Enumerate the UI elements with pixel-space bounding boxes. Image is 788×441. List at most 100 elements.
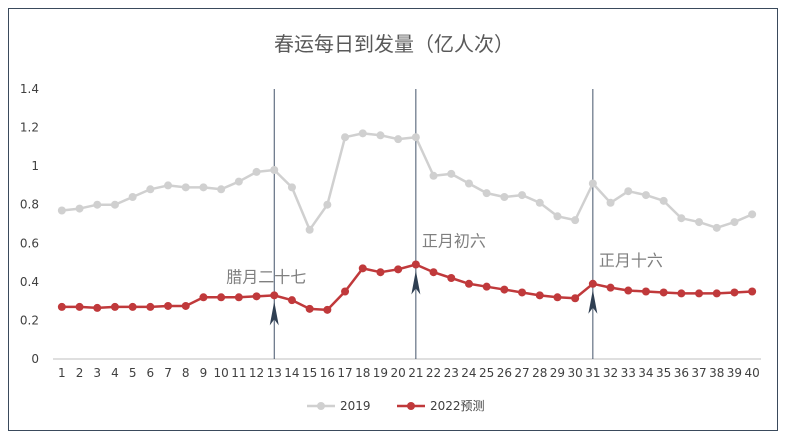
x-tick-label: 26 xyxy=(497,366,512,380)
data-point xyxy=(394,135,403,144)
data-point xyxy=(270,291,279,300)
data-point xyxy=(341,133,350,142)
data-point xyxy=(571,216,580,225)
axes: 00.20.40.60.811.21.41 2 3 4 5 6 7 8 9 10 11 12 13 14 1… xyxy=(20,82,761,380)
data-point xyxy=(606,198,615,207)
data-point xyxy=(411,260,420,269)
chart-frame: 春运每日到发量（亿人次） 0 0.2 0.4 0.6 0.8 1 1.2 1.4 1 2 3 4 5 6 7… xyxy=(8,8,778,431)
data-point xyxy=(500,285,509,294)
data-point xyxy=(75,204,84,213)
x-tick-label: 7 xyxy=(164,366,172,380)
x-tick-label: 32 xyxy=(603,366,618,380)
data-point xyxy=(659,196,668,205)
y-tick-label: 0.8 xyxy=(20,198,39,212)
data-point xyxy=(411,133,420,142)
x-tick-label: 36 xyxy=(674,366,689,380)
x-tick-label: 31 xyxy=(585,366,600,380)
series-line xyxy=(61,263,753,312)
data-point xyxy=(164,181,173,190)
data-point xyxy=(199,293,208,302)
legend-label: 2022预测 xyxy=(430,399,485,413)
data-point xyxy=(641,191,650,200)
data-point xyxy=(429,171,438,180)
data-point xyxy=(394,265,403,274)
data-point xyxy=(482,282,491,291)
chart-title: 春运每日到发量（亿人次） xyxy=(274,32,514,56)
data-point xyxy=(57,206,66,215)
data-point xyxy=(128,193,137,201)
data-point xyxy=(305,225,314,234)
data-point xyxy=(93,303,102,312)
data-point xyxy=(376,268,385,277)
x-tick-label: 22 xyxy=(426,366,441,380)
annotation-lines xyxy=(273,89,594,359)
y-tick-label: 0 xyxy=(31,352,39,366)
x-tick-label: 2 xyxy=(76,366,84,380)
data-point xyxy=(588,279,597,288)
x-tick-label: 13 xyxy=(267,366,282,380)
data-point xyxy=(553,293,562,302)
data-point xyxy=(641,287,650,296)
legend-label: 2019 xyxy=(340,399,371,413)
data-point xyxy=(518,191,527,200)
x-tick-label: 1 xyxy=(58,366,66,380)
data-point xyxy=(447,274,456,282)
data-point xyxy=(110,302,119,311)
x-tick-label: 24 xyxy=(461,366,476,380)
data-point xyxy=(146,185,155,194)
data-point xyxy=(588,179,597,188)
x-tick-label: 21 xyxy=(408,366,423,380)
annotation-label: 腊月二十七 xyxy=(226,267,306,286)
data-point xyxy=(447,169,456,178)
x-tick-label: 10 xyxy=(214,366,229,380)
x-tick-label: 14 xyxy=(284,366,299,380)
data-point xyxy=(695,218,704,227)
annotation-arrow xyxy=(269,301,279,326)
data-point xyxy=(712,223,721,232)
annotation-arrow xyxy=(588,289,598,314)
data-point xyxy=(252,292,261,301)
x-tick-label: 33 xyxy=(621,366,636,380)
data-point xyxy=(535,291,544,300)
annotation-label: 正月初六 xyxy=(422,232,486,251)
data-point xyxy=(217,185,226,194)
x-tick-label: 40 xyxy=(745,366,760,380)
x-tick-label: 38 xyxy=(709,366,724,380)
data-point xyxy=(358,129,367,138)
data-point xyxy=(323,200,332,209)
data-point xyxy=(659,288,668,297)
data-point xyxy=(252,167,261,176)
x-tick-label: 6 xyxy=(147,366,155,380)
data-point xyxy=(305,304,314,313)
data-point xyxy=(358,264,367,273)
x-tick-label: 9 xyxy=(200,366,208,380)
y-tick-label: 1.2 xyxy=(20,121,39,135)
y-tick-label: 1.4 xyxy=(20,82,39,96)
y-tick-label: 1 xyxy=(31,159,39,173)
x-tick-label: 23 xyxy=(444,366,459,380)
x-tick-label: 16 xyxy=(320,366,335,380)
data-point xyxy=(677,214,686,223)
data-point xyxy=(164,301,173,310)
series-line xyxy=(61,132,753,232)
legend-marker xyxy=(317,402,325,410)
legend: 2019 2022预测 xyxy=(307,399,485,413)
x-tick-label: 12 xyxy=(249,366,264,380)
x-tick-label: 5 xyxy=(129,366,137,380)
x-tick-label: 8 xyxy=(182,366,190,380)
data-point xyxy=(110,200,119,209)
y-tick-label: 0.2 xyxy=(20,313,39,327)
x-tick-label: 30 xyxy=(568,366,583,380)
data-point xyxy=(217,293,226,302)
data-point xyxy=(500,193,509,201)
x-tick-label: 3 xyxy=(93,366,101,380)
data-point xyxy=(464,279,473,288)
x-tick-label: 27 xyxy=(514,366,529,380)
data-point xyxy=(464,179,473,188)
data-point xyxy=(57,302,66,311)
data-point xyxy=(624,286,633,295)
data-point xyxy=(695,289,704,298)
data-point xyxy=(730,288,739,297)
data-point xyxy=(341,287,350,296)
